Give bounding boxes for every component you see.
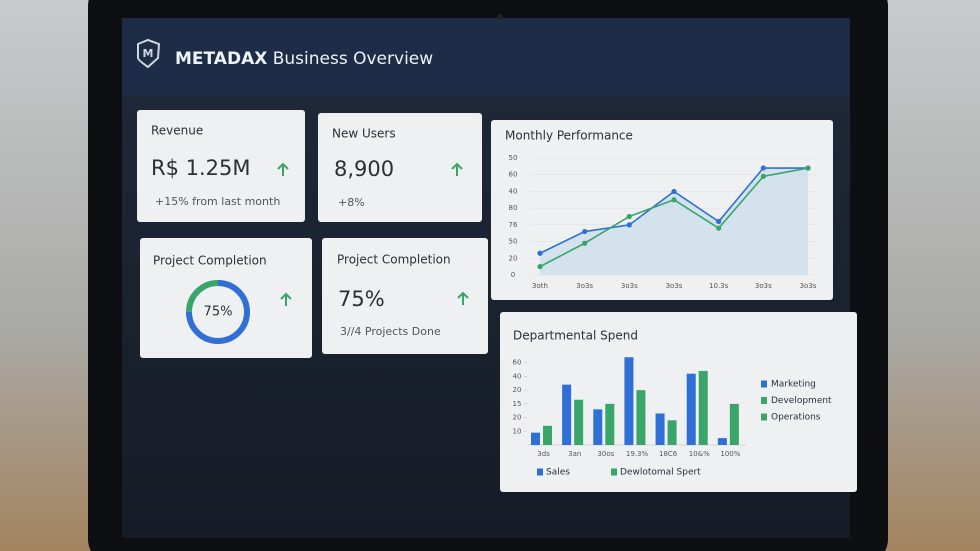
bar [543,425,552,445]
camera [497,14,503,20]
bar [636,390,646,445]
header-title-bold: METADAX [175,49,267,69]
y-tick-label: 40 [513,372,522,380]
point [805,165,811,171]
legend-label: Dewlotomal Spert [620,468,701,478]
bar [562,384,572,445]
x-tick-label: 3o3s [666,282,683,290]
x-tick-label: 18C6 [659,450,678,458]
point [537,264,543,270]
point [671,197,677,203]
card-label: Revenue [151,124,203,138]
y-tick-label: 20 [509,254,518,262]
x-tick-label: 100% [720,450,740,458]
bar [717,438,727,445]
y-tick-label: 10 [513,427,522,435]
x-tick-label: 3ds [537,450,550,458]
legend-swatch [611,468,617,476]
card-value: R$ 1.25M [151,156,251,180]
point [716,218,722,225]
card-value: 8,900 [334,157,394,181]
point [760,165,766,171]
card-label: Project Completion [153,254,267,268]
x-tick-label: 19.3% [626,450,649,458]
legend-label: Sales [546,468,570,478]
y-tick-label: 60 [509,171,518,179]
legend-label: Marketing [771,380,816,390]
x-tick-label: 3oth [532,282,548,290]
card [137,110,305,222]
bar [698,370,708,445]
up-arrows [277,162,469,306]
bar [574,399,584,445]
card-note: +15% from last month [155,195,280,208]
card-label: New Users [332,127,396,141]
card [140,238,312,358]
x-tick-label: 3o3s [755,282,772,290]
logo-letter: M [143,47,154,60]
card-value: 75% [338,287,385,311]
bar [605,403,615,445]
card [318,113,482,222]
header-title-rest: Business Overview [273,49,434,69]
bar [686,373,696,445]
header-bar [122,18,850,96]
legend-label: Operations [771,413,821,423]
point [626,222,632,228]
x-tick-label: 3o3s [576,282,593,290]
y-tick-label: 20 [513,414,522,422]
bar [655,413,665,445]
chart-title: Departmental Spend [513,329,638,343]
x-tick-label: 3o3s [800,282,817,290]
chart-card [500,312,857,492]
y-tick-label: 0 [511,271,515,279]
point [716,225,722,231]
header-title: METADAX Business Overview [175,49,433,69]
bar [624,357,634,445]
bar [593,409,603,445]
bar [531,432,540,445]
point [671,188,677,195]
y-tick-label: 50 [509,154,518,162]
x-tick-label: 10.3s [709,282,729,290]
x-tick-label: 10&% [689,450,710,458]
point [760,173,766,179]
y-tick-label: 80 [509,204,518,212]
point [582,228,588,235]
bar [667,420,677,445]
legend-swatch [761,413,767,421]
card-note: +8% [338,196,365,209]
x-tick-label: 3an [568,450,581,458]
point [537,250,543,256]
legend-label: Development [771,396,832,406]
legend-swatch [761,397,767,404]
legend-swatch [537,468,543,476]
x-tick-label: 30os [597,450,614,458]
y-tick-label: 76 [509,221,518,229]
y-tick-label: 50 [509,238,518,246]
card [322,238,488,354]
chart-title: Monthly Performance [505,129,633,143]
donut-rest [186,280,250,344]
card-label: Project Completion [337,253,451,267]
legend-swatch [761,380,767,388]
x-tick-label: 3o3s [621,282,638,290]
card-note: 3//4 Projects Done [340,325,441,338]
point [626,213,632,220]
logo [137,38,161,69]
y-tick-label: 60 [513,359,522,367]
y-tick-label: 40 [509,187,518,195]
y-tick-label: 15 [513,400,522,408]
point [582,240,588,246]
bar [729,403,739,445]
y-tick-label: 20 [513,386,522,394]
donut-label: 75% [204,305,233,320]
